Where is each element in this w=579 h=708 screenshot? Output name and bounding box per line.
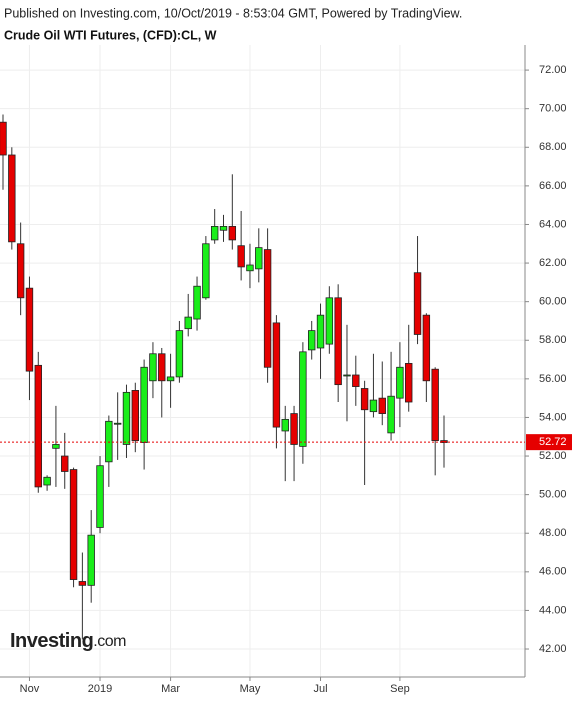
candle-body [378, 397, 386, 414]
y-tick-label: 62.00 [539, 257, 567, 269]
candle-body [175, 330, 184, 378]
candle-body [219, 225, 228, 231]
candle-body [290, 413, 298, 445]
y-tick-label: 70.00 [539, 103, 567, 115]
chart-title: Crude Oil WTI Futures, (CFD):CL, W [4, 28, 217, 42]
candle-body [263, 249, 272, 368]
candle-body [8, 154, 16, 243]
candle-body [166, 376, 175, 382]
candle-body [202, 243, 210, 299]
candle-body [43, 476, 51, 486]
candle-body [25, 287, 34, 372]
y-tick-label: 58.00 [539, 334, 567, 346]
y-tick-label: 72.00 [539, 64, 567, 76]
y-tick-label: 64.00 [539, 218, 567, 230]
y-tick-label: 50.00 [539, 489, 567, 501]
candle-body [52, 444, 60, 449]
x-tick-label: Jul [313, 683, 327, 695]
y-tick-label: 54.00 [539, 411, 567, 423]
candle-body [34, 364, 42, 488]
last-price-box [526, 434, 572, 451]
candle-body [325, 297, 334, 345]
logo-name: Investing [10, 630, 93, 652]
logo: Investing.com [10, 630, 126, 652]
y-tick-label: 56.00 [539, 373, 567, 385]
candle-body [193, 285, 201, 320]
candle-body [387, 395, 395, 434]
y-tick-label: 48.00 [539, 527, 567, 539]
candle-body [246, 264, 254, 272]
x-tick-label: Sep [390, 683, 410, 695]
last-price-label: 52.72 [539, 436, 567, 448]
candle-body [272, 322, 281, 428]
candle-body [122, 391, 131, 445]
y-tick-label: 68.00 [539, 141, 567, 153]
candle-body [184, 316, 192, 330]
candle-body [431, 368, 439, 442]
candle-body [61, 455, 69, 472]
candle-body [299, 351, 307, 447]
candle-body [334, 297, 342, 386]
x-tick-label: May [240, 683, 261, 695]
y-tick-label: 42.00 [539, 643, 567, 655]
candle-body [343, 374, 351, 377]
plot-area [0, 114, 448, 640]
candle-body [140, 366, 148, 443]
y-tick-label: 66.00 [539, 180, 567, 192]
candle-body [96, 465, 104, 528]
candle-body [78, 581, 87, 586]
candle-body [16, 243, 25, 299]
candle-body [307, 330, 316, 351]
candle-body [405, 363, 413, 403]
x-tick-label: Mar [161, 683, 180, 695]
logo-suffix: .com [93, 633, 126, 650]
x-tick-label: Nov [20, 683, 40, 695]
candle-body [281, 418, 289, 432]
y-tick-label: 44.00 [539, 604, 567, 616]
candle-body [228, 225, 237, 241]
candle-body [396, 366, 404, 399]
candle-body [69, 469, 78, 580]
candle-body [352, 374, 360, 387]
candle-body [210, 225, 219, 241]
candle-body [149, 353, 157, 382]
y-tick-label: 52.00 [539, 450, 567, 462]
candle-body [105, 420, 113, 463]
candle-body [158, 353, 166, 382]
candle-body [360, 388, 369, 411]
candle-body [369, 399, 378, 413]
candle-body [316, 314, 325, 349]
candle-body [113, 422, 122, 425]
y-tick-label: 46.00 [539, 566, 567, 578]
candle-body [422, 314, 431, 382]
candle-body [87, 534, 95, 586]
y-tick-label: 60.00 [539, 296, 567, 308]
candle-body [255, 247, 263, 270]
x-tick-label: 2019 [88, 683, 112, 695]
candle-body [0, 121, 7, 156]
candle-body [131, 390, 139, 442]
published-note: Published on Investing.com, 10/Oct/2019 … [4, 6, 462, 20]
candle-body [237, 245, 245, 268]
candle-body [413, 272, 422, 335]
